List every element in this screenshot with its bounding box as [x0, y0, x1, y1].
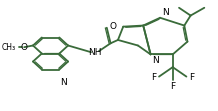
Text: N: N — [152, 56, 159, 64]
Text: O: O — [109, 22, 117, 31]
Text: N: N — [162, 8, 169, 17]
Text: F: F — [170, 82, 175, 91]
Text: N: N — [60, 78, 66, 87]
Text: O: O — [20, 43, 27, 52]
Text: CH₃: CH₃ — [2, 43, 16, 52]
Text: F: F — [189, 73, 194, 82]
Text: NH: NH — [88, 48, 102, 57]
Text: F: F — [151, 73, 157, 82]
